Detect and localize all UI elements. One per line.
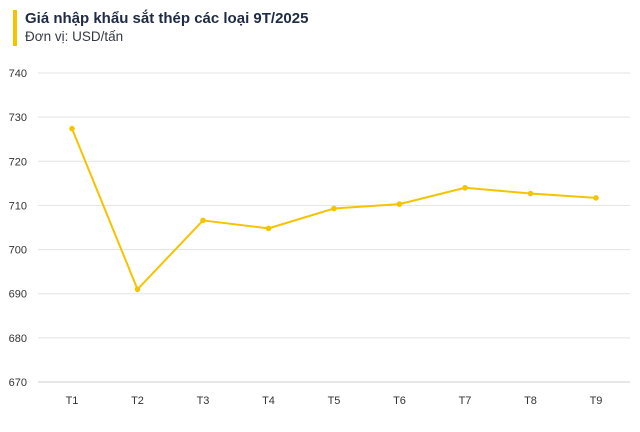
chart-title: Giá nhập khẩu sắt thép các loại 9T/2025: [25, 10, 309, 27]
x-tick-label: T3: [197, 395, 210, 407]
data-point-T2: [134, 286, 141, 293]
x-tick-label: T8: [524, 395, 537, 407]
x-tick-label: T7: [459, 395, 472, 407]
x-tick-label: T1: [66, 395, 79, 407]
x-axis-ticks: T1 T2 T3 T4 T5 T6 T7 T8 T9: [66, 395, 603, 407]
y-tick-label: 710: [9, 200, 27, 212]
gridlines: [38, 72, 630, 383]
chart-header: Giá nhập khẩu sắt thép các loại 9T/2025 …: [13, 10, 308, 46]
x-tick-label: T6: [393, 395, 406, 407]
series-group: [69, 125, 599, 293]
y-tick-label: 690: [9, 289, 27, 301]
data-point-T3: [200, 217, 206, 224]
y-tick-label: 730: [9, 112, 27, 124]
x-tick-label: T5: [328, 395, 341, 407]
title-block: Giá nhập khẩu sắt thép các loại 9T/2025 …: [25, 10, 308, 46]
y-tick-label: 720: [9, 156, 27, 168]
chart-subtitle: Đơn vị: USD/tấn: [25, 29, 124, 44]
x-tick-label: T2: [131, 395, 144, 407]
data-point-T8: [527, 190, 534, 197]
y-tick-label: 740: [9, 68, 27, 80]
data-point-T1: [69, 125, 75, 132]
y-tick-label: 680: [9, 333, 27, 345]
x-tick-label: T4: [262, 395, 275, 407]
data-point-T5: [331, 205, 337, 212]
x-tick-label: T9: [590, 395, 603, 407]
data-point-T6: [396, 201, 403, 207]
data-point-T7: [462, 184, 468, 191]
title-accent-bar: [13, 10, 17, 46]
y-axis-ticks: 670 680 690 700 710 720 730 740: [9, 68, 27, 389]
y-tick-label: 700: [9, 245, 27, 257]
y-tick-label: 670: [9, 377, 27, 389]
data-point-T4: [265, 225, 272, 232]
data-point-T9: [593, 195, 599, 201]
